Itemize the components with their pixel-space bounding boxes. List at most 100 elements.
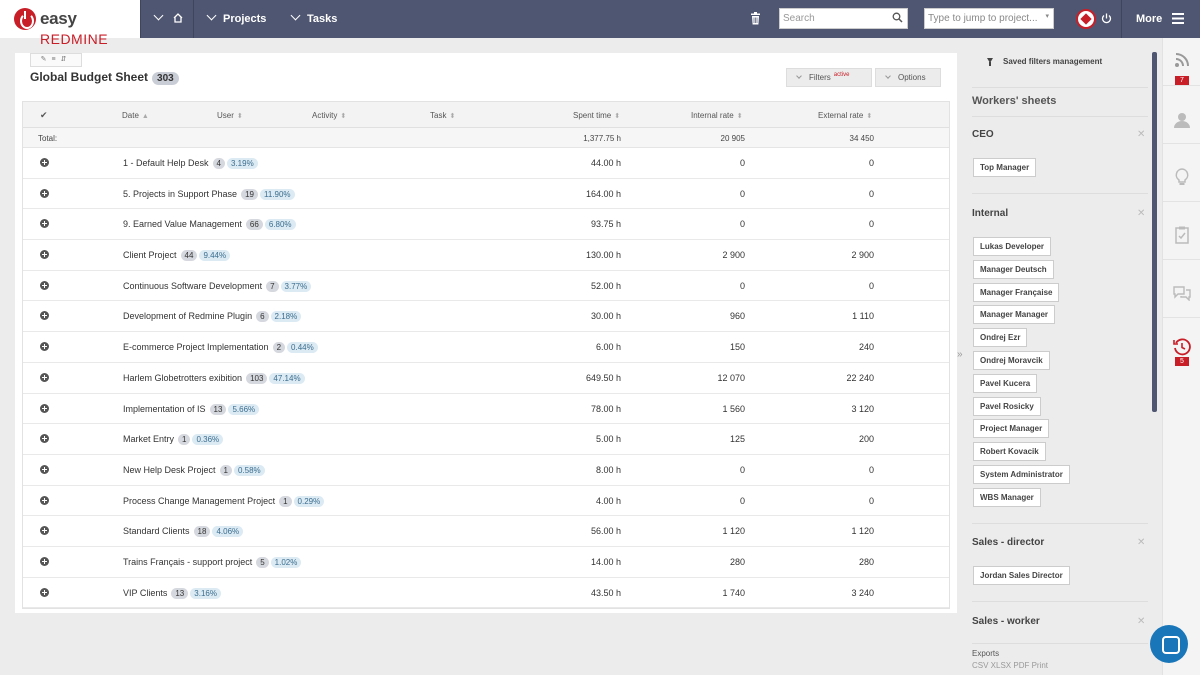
table-row[interactable]: Standard Clients 18 4.06% 56.00 h 1 120 1 120	[23, 516, 949, 547]
expand-plus-icon[interactable]	[40, 250, 49, 260]
column-header-date[interactable]: Date ▲	[122, 111, 149, 120]
table-row[interactable]: E-commerce Project Implementation 2 0.44% 6…	[23, 332, 949, 363]
percentage-badge: 5.66%	[228, 403, 260, 415]
column-header-activity[interactable]: Activity ⬍	[312, 111, 347, 120]
sort-icon: ⬍	[449, 113, 456, 120]
table-row[interactable]: VIP Clients 13 3.16% 43.50 h 1 740 3 240	[23, 578, 949, 609]
worker-tag[interactable]: Manager Française	[973, 282, 1060, 302]
expand-plus-icon[interactable]	[40, 495, 49, 505]
table-row[interactable]: Market Entry 1 0.36% 5.00 h 125 200	[23, 424, 949, 455]
worker-tag[interactable]: WBS Manager	[973, 487, 1041, 507]
table-row[interactable]: Process Change Management Project 1 0.29% 4…	[23, 486, 949, 517]
tasks-button[interactable]	[1163, 212, 1200, 260]
percentage-badge: 0.29%	[293, 495, 325, 507]
percentage-badge: 6.80%	[264, 219, 296, 231]
table-row[interactable]: Implementation of IS 13 5.66% 78.00 h 1 560 3…	[23, 394, 949, 425]
more-menu-button[interactable]: More	[1136, 0, 1162, 38]
worker-tag[interactable]: System Administrator	[973, 465, 1070, 484]
column-header-spent-time[interactable]: Spent time ⬍	[573, 111, 621, 120]
collapse-sidebar-icon[interactable]: »	[957, 349, 963, 360]
table-row[interactable]: 5. Projects in Support Phase 19 11.90% 164.…	[23, 179, 949, 210]
sidebar-scrollbar[interactable]	[1152, 52, 1157, 412]
project-name: 5. Projects in Support Phase	[123, 188, 238, 199]
internal-rate-cell: 0	[739, 188, 745, 199]
expand-plus-icon[interactable]	[40, 280, 49, 290]
expand-plus-icon[interactable]	[40, 434, 49, 444]
export-links[interactable]: CSV XLSX PDF Print	[972, 661, 1049, 670]
table-row[interactable]: 1 - Default Help Desk 4 3.19% 44.00 h 0 0	[23, 148, 949, 179]
project-name-cell: Client Project 44 9.44%	[123, 250, 231, 262]
ideas-button[interactable]	[1163, 154, 1200, 202]
expand-plus-icon[interactable]	[40, 342, 49, 352]
table-row[interactable]: Development of Redmine Plugin 6 2.18% 30.00…	[23, 301, 949, 333]
expand-plus-icon[interactable]	[40, 311, 49, 321]
close-icon[interactable]: ✕	[1137, 129, 1146, 140]
worker-tag[interactable]: Jordan Sales Director	[973, 566, 1070, 585]
table-row[interactable]: 9. Earned Value Management 66 6.80% 93.75 h…	[23, 209, 949, 241]
column-header-task[interactable]: Task ⬍	[430, 111, 456, 120]
column-header-external-rate[interactable]: External rate ⬍	[818, 111, 873, 120]
spent-time-cell: 30.00 h	[590, 311, 621, 322]
expand-plus-icon[interactable]	[40, 158, 49, 167]
external-rate-cell: 0	[868, 464, 874, 475]
worker-tag[interactable]: Pavel Kucera	[973, 373, 1038, 393]
chat-button[interactable]	[1163, 270, 1200, 318]
search-input[interactable]: Search	[779, 8, 908, 29]
tasks-menu-button[interactable]: Tasks	[290, 0, 337, 38]
options-button[interactable]: Options	[875, 68, 941, 87]
total-spent-time: 1,377.75 h	[583, 134, 621, 143]
worker-tag[interactable]: Ondrej Ezr	[973, 328, 1028, 348]
table-row[interactable]: Client Project 44 9.44% 130.00 h 2 900 2 900	[23, 240, 949, 271]
expand-plus-icon[interactable]	[40, 556, 49, 566]
table-row[interactable]: Trains Français - support project 5 1.02% 1…	[23, 547, 949, 578]
logo[interactable]: easy REDMINE	[0, 0, 140, 47]
expand-plus-icon[interactable]	[40, 403, 49, 413]
hamburger-icon[interactable]	[1172, 13, 1184, 24]
avatar[interactable]	[1076, 9, 1096, 29]
logout-power-icon[interactable]	[1101, 13, 1112, 24]
divider	[972, 523, 1148, 524]
worker-tag[interactable]: Robert Kovacik	[973, 442, 1046, 462]
expand-plus-icon[interactable]	[40, 464, 49, 474]
worker-tag[interactable]: Manager Manager	[973, 305, 1056, 325]
power-logo-icon	[14, 8, 36, 30]
internal-rate-cell: 2 900	[722, 250, 745, 261]
table-row[interactable]: Harlem Globetrotters exibition 103 47.14% 6…	[23, 363, 949, 394]
user-button[interactable]	[1163, 96, 1200, 144]
worker-tag[interactable]: Project Manager	[973, 419, 1050, 439]
expand-plus-icon[interactable]	[40, 372, 49, 382]
module-toolbar[interactable]: ✎≡⇵	[30, 53, 82, 67]
project-name-cell: Process Change Management Project 1 0.29%	[123, 495, 325, 507]
home-menu-button[interactable]	[153, 0, 183, 38]
worker-tag[interactable]: Pavel Rosicky	[973, 396, 1041, 416]
chevron-down-icon	[153, 10, 164, 21]
table-row[interactable]: New Help Desk Project 1 0.58% 8.00 h 0 0	[23, 455, 949, 486]
close-icon[interactable]: ✕	[1137, 208, 1146, 219]
trash-icon[interactable]	[750, 12, 761, 25]
worker-tag[interactable]: Manager Deutsch	[973, 259, 1054, 279]
jump-to-project-select[interactable]: Type to jump to project... ▾	[924, 8, 1054, 29]
support-chat-button[interactable]	[1150, 625, 1188, 663]
expand-plus-icon[interactable]	[40, 219, 49, 229]
total-internal-rate: 20 905	[720, 134, 745, 143]
search-icon[interactable]	[892, 12, 903, 23]
column-header-internal-rate[interactable]: Internal rate ⬍	[691, 111, 743, 120]
filters-button[interactable]: Filters active	[786, 68, 872, 87]
close-icon[interactable]: ✕	[1137, 537, 1146, 548]
select-all-checkmark-icon[interactable]: ✔	[40, 110, 48, 120]
activity-feed-button[interactable]: 7	[1163, 38, 1200, 86]
table-row[interactable]: Continuous Software Development 7 3.77% 52.…	[23, 271, 949, 302]
expand-plus-icon[interactable]	[40, 188, 49, 198]
column-header-user[interactable]: User ⬍	[217, 111, 243, 120]
saved-filters-link[interactable]: Saved filters management	[1003, 57, 1103, 66]
expand-plus-icon[interactable]	[40, 526, 49, 536]
project-name: Implementation of IS	[123, 403, 206, 414]
expand-plus-icon[interactable]	[40, 587, 49, 597]
time-tracking-button[interactable]: 5	[1163, 328, 1200, 376]
projects-menu-button[interactable]: Projects	[206, 0, 266, 38]
worker-tag[interactable]: Ondrej Moravcik	[973, 351, 1050, 370]
close-icon[interactable]: ✕	[1137, 616, 1146, 627]
divider	[972, 87, 1148, 88]
worker-tag[interactable]: Lukas Developer	[973, 237, 1052, 256]
worker-tag[interactable]: Top Manager	[973, 158, 1037, 177]
